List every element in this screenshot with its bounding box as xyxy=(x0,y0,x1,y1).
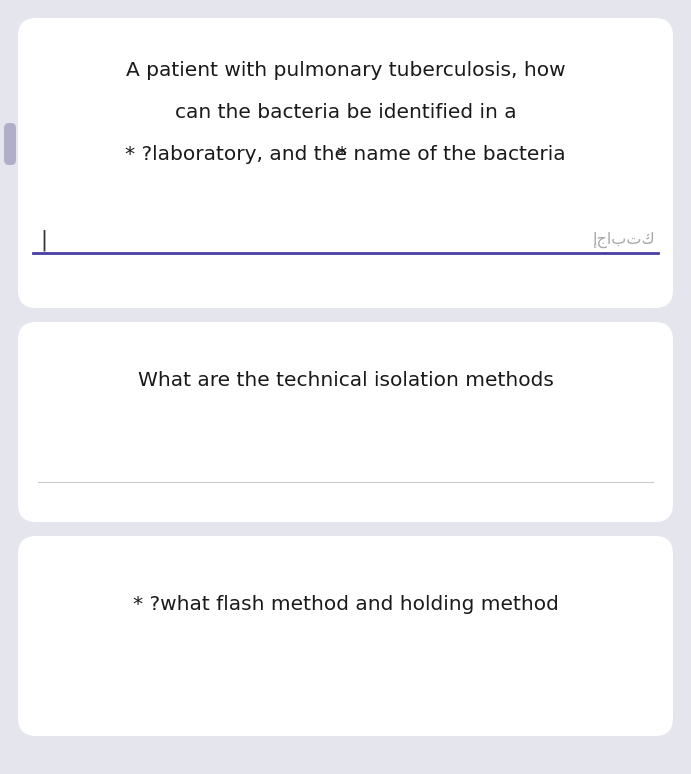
FancyBboxPatch shape xyxy=(4,123,16,165)
Text: إجابتك: إجابتك xyxy=(592,232,655,248)
FancyBboxPatch shape xyxy=(18,322,673,522)
Text: |: | xyxy=(40,229,47,251)
FancyBboxPatch shape xyxy=(18,536,673,736)
Text: can the bacteria be identified in a: can the bacteria be identified in a xyxy=(175,102,516,122)
Text: * ?laboratory, and the name of the bacteria: * ?laboratory, and the name of the bacte… xyxy=(125,145,566,163)
Text: A patient with pulmonary tuberculosis, how: A patient with pulmonary tuberculosis, h… xyxy=(126,60,565,80)
Text: *: * xyxy=(337,145,354,163)
Text: * ?what flash method and holding method: * ?what flash method and holding method xyxy=(133,594,558,614)
FancyBboxPatch shape xyxy=(18,18,673,308)
Text: What are the technical isolation methods: What are the technical isolation methods xyxy=(138,371,553,389)
